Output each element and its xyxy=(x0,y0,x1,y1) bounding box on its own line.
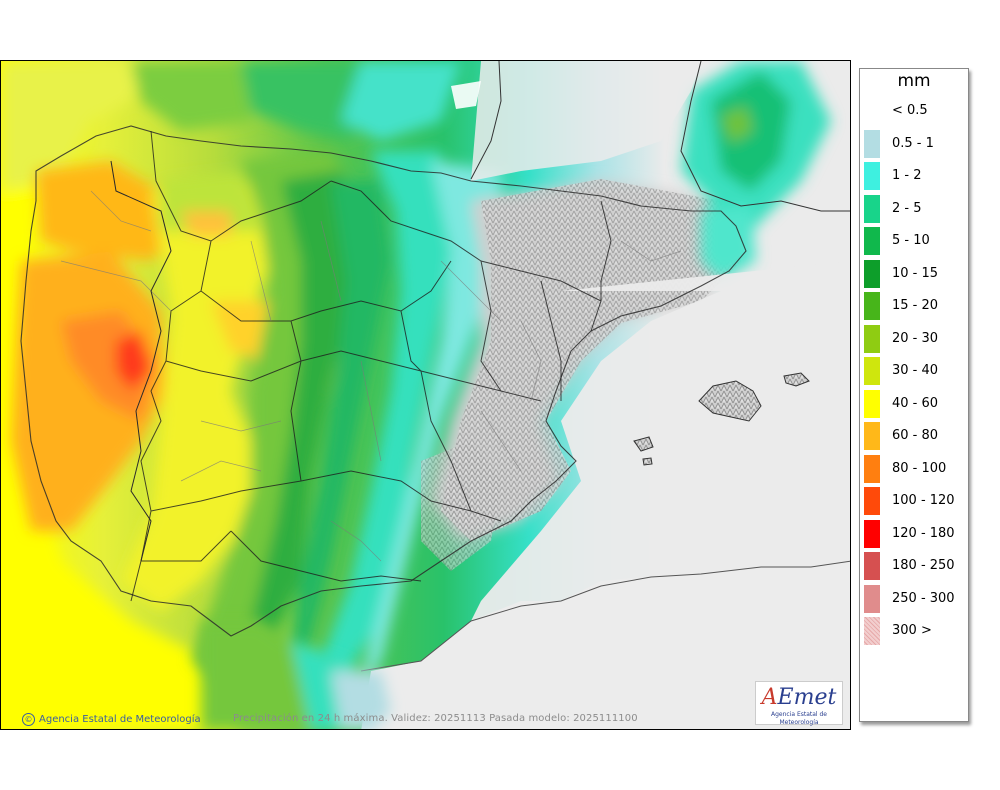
legend-item: 2 - 5 xyxy=(864,194,964,223)
aemet-logo-mark: AEmet xyxy=(761,685,837,710)
legend-item: 1 - 2 xyxy=(864,162,964,190)
legend-label: 100 - 120 xyxy=(892,493,955,508)
copyright-icon: © xyxy=(22,713,35,726)
legend-label: 40 - 60 xyxy=(892,395,939,411)
legend-swatch xyxy=(864,519,880,548)
legend-unit: mm xyxy=(897,71,931,91)
legend-item: 20 - 30 xyxy=(864,324,964,353)
credit-text: Agencia Estatal de Meteorología xyxy=(39,714,201,725)
legend-swatch xyxy=(864,292,880,320)
legend-swatch xyxy=(864,357,880,385)
legend-swatch xyxy=(864,389,880,418)
legend-label: < 0.5 xyxy=(892,103,928,118)
legend-label: 60 - 80 xyxy=(892,428,939,443)
map-caption: Precipitación en 24 h máxima. Validez: 2… xyxy=(233,713,638,724)
legend-item: 10 - 15 xyxy=(864,259,964,288)
legend-item: 80 - 100 xyxy=(864,454,964,483)
legend-swatch xyxy=(864,487,880,515)
legend-item: 180 - 250 xyxy=(864,552,964,580)
legend-label: 10 - 15 xyxy=(892,265,939,281)
legend-label: 300 > xyxy=(892,623,932,638)
precipitation-map: AEmet Agencia Estatal de Meteorología xyxy=(0,60,851,730)
legend: mm < 0.5 0.5 - 1 1 - 2 2 - 5 5 - 10 10 - 15 15… xyxy=(859,68,969,722)
legend-label: 0.5 - 1 xyxy=(892,135,934,151)
legend-label: 30 - 40 xyxy=(892,363,939,378)
legend-item: 5 - 10 xyxy=(864,227,964,255)
legend-label: 15 - 20 xyxy=(892,298,939,313)
legend-item: 120 - 180 xyxy=(864,519,964,548)
map-graphic xyxy=(1,61,850,729)
legend-item: 300 > xyxy=(864,617,964,645)
legend-label: 120 - 180 xyxy=(892,525,955,541)
legend-label: 2 - 5 xyxy=(892,200,922,216)
legend-item: 40 - 60 xyxy=(864,389,964,418)
legend-swatch xyxy=(864,97,880,125)
legend-item: 0.5 - 1 xyxy=(864,129,964,158)
legend-label: 180 - 250 xyxy=(892,558,955,573)
aemet-logo-subtext: Agencia Estatal de Meteorología xyxy=(770,711,827,726)
legend-item: 30 - 40 xyxy=(864,357,964,385)
legend-label: 20 - 30 xyxy=(892,330,939,346)
map-credit: © Agencia Estatal de Meteorología xyxy=(22,713,201,726)
legend-swatch xyxy=(864,584,880,613)
legend-swatch xyxy=(864,227,880,255)
legend-label: 1 - 2 xyxy=(892,168,922,183)
legend-swatch xyxy=(864,617,880,645)
legend-swatch xyxy=(864,454,880,483)
legend-swatch xyxy=(864,552,880,580)
legend-swatch xyxy=(864,259,880,288)
legend-label: 5 - 10 xyxy=(892,233,930,248)
aemet-logo: AEmet Agencia Estatal de Meteorología xyxy=(755,681,843,726)
legend-swatch xyxy=(864,129,880,158)
legend-item: 250 - 300 xyxy=(864,584,964,613)
legend-label: 250 - 300 xyxy=(892,590,955,606)
legend-item: < 0.5 xyxy=(864,97,964,125)
legend-swatch xyxy=(864,324,880,353)
legend-item: 100 - 120 xyxy=(864,487,964,515)
legend-item: 15 - 20 xyxy=(864,292,964,320)
legend-swatch xyxy=(864,422,880,450)
legend-label: 80 - 100 xyxy=(892,460,947,476)
legend-swatch xyxy=(864,162,880,190)
legend-item: 60 - 80 xyxy=(864,422,964,450)
legend-swatch xyxy=(864,194,880,223)
